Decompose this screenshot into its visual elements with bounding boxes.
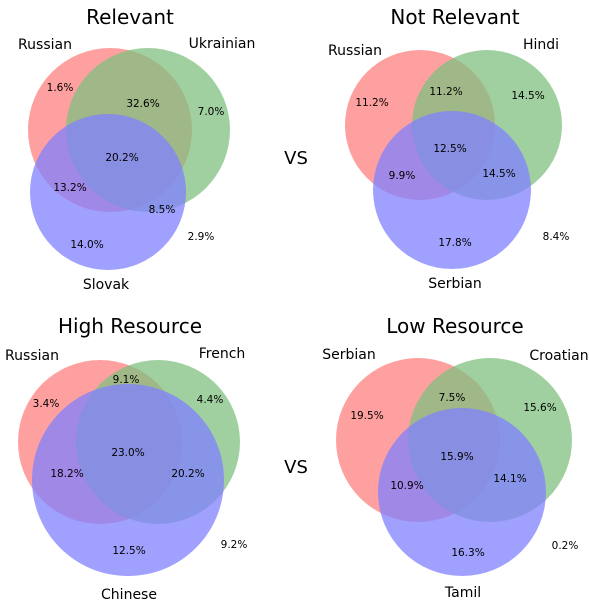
region-ab: 9.1% (113, 374, 140, 386)
region-outside: 8.4% (543, 231, 570, 243)
region-abc: 12.5% (433, 143, 466, 155)
vs-label-top: VS (284, 148, 308, 169)
region-b-only: 4.4% (197, 394, 224, 406)
panel-title: Low Resource (386, 314, 523, 338)
region-abc: 15.9% (440, 451, 473, 463)
region-a-only: 19.5% (350, 410, 383, 422)
region-b-only: 14.5% (511, 90, 544, 102)
set-label-c: Serbian (428, 276, 481, 292)
set-label-a: Russian (5, 348, 59, 364)
panel-title: Not Relevant (390, 5, 519, 29)
region-outside: 2.9% (188, 231, 215, 243)
venn-panel-low-resource: Low Resource Serbian Croatian Tamil 19.5… (322, 314, 588, 601)
set-label-c: Chinese (101, 587, 157, 603)
region-a-only: 3.4% (33, 398, 60, 410)
set-label-a: Serbian (322, 347, 375, 363)
region-c-only: 14.0% (70, 239, 103, 251)
set-label-c: Tamil (444, 585, 481, 601)
region-c-only: 12.5% (112, 545, 145, 557)
region-ab: 32.6% (126, 98, 159, 110)
set-circle-c (32, 384, 224, 576)
region-bc: 8.5% (149, 204, 176, 216)
set-label-b: French (199, 346, 246, 362)
panel-title: High Resource (58, 314, 202, 338)
set-circle-c (373, 111, 531, 269)
panel-title: Relevant (86, 5, 174, 29)
region-bc: 14.1% (493, 473, 526, 485)
set-label-b: Croatian (529, 348, 588, 364)
region-b-only: 15.6% (523, 402, 556, 414)
region-bc: 14.5% (482, 168, 515, 180)
region-abc: 20.2% (105, 152, 138, 164)
set-label-c: Slovak (83, 277, 130, 293)
region-a-only: 11.2% (355, 97, 388, 109)
set-label-a: Russian (18, 37, 72, 53)
region-b-only: 7.0% (198, 106, 225, 118)
set-label-a: Russian (328, 43, 382, 59)
region-a-only: 1.6% (47, 82, 74, 94)
region-c-only: 17.8% (438, 237, 471, 249)
region-c-only: 16.3% (451, 547, 484, 559)
region-outside: 0.2% (552, 540, 579, 552)
region-abc: 23.0% (111, 447, 144, 459)
region-ac: 13.2% (53, 182, 86, 194)
region-bc: 20.2% (171, 468, 204, 480)
region-ab: 11.2% (429, 86, 462, 98)
venn-panel-relevant: Relevant Russian Ukrainian Slovak 1.6% 7… (18, 5, 255, 293)
region-ac: 18.2% (50, 468, 83, 480)
set-circle-c (30, 114, 186, 270)
venn-panel-high-resource: High Resource Russian French Chinese 3.4… (5, 314, 247, 603)
set-label-b: Hindi (523, 37, 559, 53)
region-ab: 7.5% (439, 392, 466, 404)
region-ac: 9.9% (389, 170, 416, 182)
set-label-b: Ukrainian (189, 36, 256, 52)
venn-panel-not-relevant: Not Relevant Russian Hindi Serbian 11.2%… (328, 5, 569, 292)
region-outside: 9.2% (221, 539, 248, 551)
region-ac: 10.9% (390, 480, 423, 492)
vs-label-bottom: VS (284, 457, 308, 478)
set-circle-c (378, 408, 546, 576)
